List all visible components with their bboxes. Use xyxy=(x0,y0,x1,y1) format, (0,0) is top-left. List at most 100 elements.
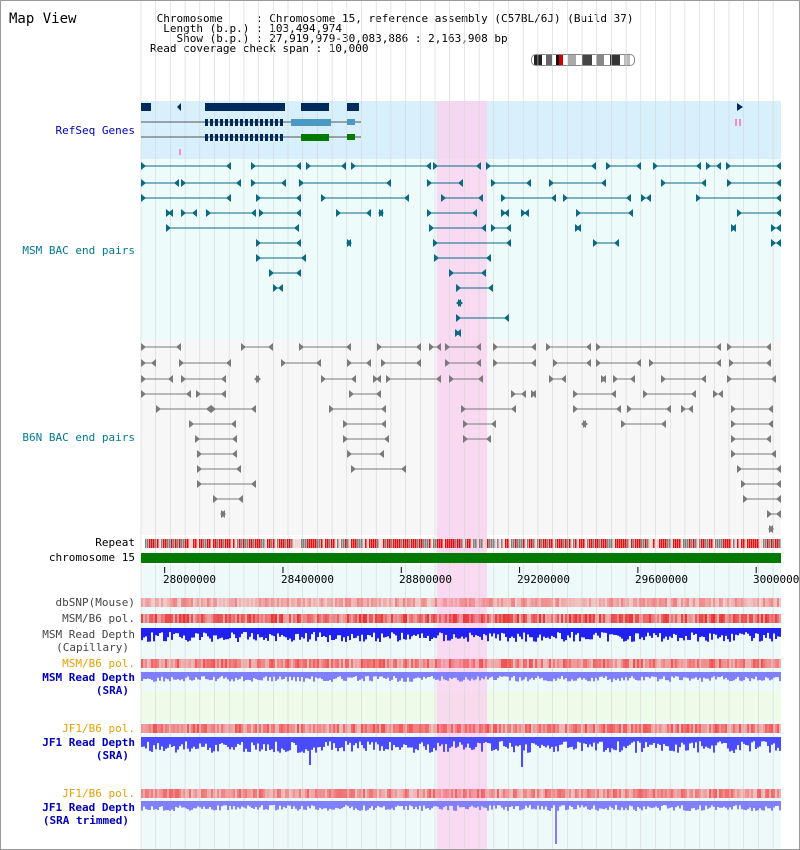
jf1-b6-pol-cell xyxy=(367,724,369,733)
msm-bac-label[interactable]: MSM BAC end pairs xyxy=(22,244,135,257)
msm-depth-capillary-bar xyxy=(515,628,517,642)
msm-bac-end xyxy=(486,254,491,262)
msm-depth-sra-bar xyxy=(431,672,433,676)
jf1-b6-pol-cell xyxy=(717,789,719,798)
msm-b6-pol-cell xyxy=(539,614,541,623)
msm-b6-pol-label-1[interactable]: MSM/B6 pol. xyxy=(62,612,135,625)
dbsnp-cell xyxy=(175,598,177,607)
jf1-depth-trimmed-bar xyxy=(707,801,709,809)
jf1-depth-sra-bar xyxy=(505,737,507,747)
msm-bac-end xyxy=(273,284,278,292)
msm-depth-sra-bar xyxy=(429,672,431,677)
jf1-depth-trimmed-bar xyxy=(689,801,691,811)
msm-read-depth-capillary-label[interactable]: MSM Read Depth xyxy=(42,628,135,641)
repeat-element xyxy=(587,539,589,548)
msm-depth-capillary-bar xyxy=(495,628,497,639)
jf1-b6-pol-label-2[interactable]: JF1/B6 pol. xyxy=(62,787,135,800)
repeat-element xyxy=(241,539,243,548)
dbsnp-cell xyxy=(721,598,723,607)
msm-b6-pol-cell xyxy=(563,659,565,668)
msm-depth-capillary-bar xyxy=(715,628,717,635)
msm-depth-sra-bar xyxy=(279,672,281,677)
jf1-b6-pol-cell xyxy=(331,724,333,733)
jf1-b6-pol-label-1[interactable]: JF1/B6 pol. xyxy=(62,722,135,735)
refseq-genes-label[interactable]: RefSeq Genes xyxy=(55,124,135,137)
jf1-depth-sra-bar xyxy=(605,737,607,751)
msm-b6-pol-cell xyxy=(323,614,325,623)
msm-b6-pol-cell xyxy=(369,614,371,623)
jf1-b6-pol-cell xyxy=(507,789,509,798)
jf1-depth-sra-bar xyxy=(679,737,681,748)
msm-depth-sra-bar xyxy=(581,672,583,680)
dbsnp-cell xyxy=(247,598,249,607)
jf1-depth-trimmed-bar xyxy=(597,801,599,811)
dbsnp-cell xyxy=(157,598,159,607)
msm-b6-pol-label-2[interactable]: MSM/B6 pol. xyxy=(62,657,135,670)
b6n-bac-end xyxy=(768,525,773,533)
msm-depth-sra-bar xyxy=(437,672,439,680)
dbsnp-cell xyxy=(301,598,303,607)
jf1-b6-pol-cell xyxy=(779,724,781,733)
msm-depth-sra-bar xyxy=(503,672,505,677)
jf1-b6-pol-cell xyxy=(165,724,167,733)
jf1-b6-pol-cell xyxy=(257,789,259,798)
msm-b6-pol-cell xyxy=(387,659,389,668)
msm-depth-sra-bar xyxy=(721,672,723,677)
msm-depth-capillary-bar xyxy=(667,628,669,640)
msm-read-depth-sra-label[interactable]: MSM Read Depth xyxy=(42,671,135,684)
jf1-depth-sra-bar xyxy=(491,737,493,751)
dbsnp-cell xyxy=(421,598,423,607)
jf1-depth-trimmed-bar xyxy=(193,801,195,809)
jf1-read-depth-sra-label[interactable]: JF1 Read Depth xyxy=(42,736,135,749)
repeat-element xyxy=(171,539,173,548)
repeat-element xyxy=(555,539,557,548)
b6n-bac-end xyxy=(766,435,771,443)
msm-depth-capillary-bar xyxy=(315,628,317,641)
msm-b6-pol-cell xyxy=(337,614,339,623)
repeat-element xyxy=(543,539,545,548)
msm-depth-capillary-bar xyxy=(171,628,173,640)
dbsnp-cell xyxy=(271,598,273,607)
b6n-bac-end xyxy=(436,343,441,351)
msm-b6-pol-cell xyxy=(223,659,225,668)
msm-b6-pol-cell xyxy=(685,659,687,668)
b6n-bac-label[interactable]: B6N BAC end pairs xyxy=(22,431,135,444)
msm-bac-end xyxy=(696,162,701,170)
jf1-b6-pol-cell xyxy=(241,724,243,733)
msm-bac-end xyxy=(181,179,186,187)
jf1-b6-pol-cell xyxy=(209,724,211,733)
jf1-depth-sra-bar xyxy=(713,737,715,753)
jf1-b6-pol-cell xyxy=(563,724,565,733)
msm-depth-capillary-bar xyxy=(655,628,657,635)
msm-b6-pol-cell xyxy=(537,614,539,623)
msm-b6-pol-cell xyxy=(261,614,263,623)
dbsnp-cell xyxy=(629,598,631,607)
b6n-bac-end xyxy=(236,465,241,473)
jf1-depth-trimmed-bar xyxy=(763,801,765,811)
jf1-depth-trimmed-bar xyxy=(221,801,223,807)
jf1-depth-trimmed-bar xyxy=(613,801,615,810)
msm-b6-pol-cell xyxy=(255,614,257,623)
msm-b6-pol-cell xyxy=(483,614,485,623)
msm-bac-end xyxy=(251,162,256,170)
msm-b6-pol-cell xyxy=(563,614,565,623)
dbsnp-cell xyxy=(391,598,393,607)
msm-depth-sra-bar xyxy=(407,672,409,678)
msm-b6-pol-cell xyxy=(351,659,353,668)
msm-depth-capillary-bar xyxy=(623,628,625,642)
jf1-depth-sra-bar xyxy=(151,737,153,752)
dbsnp-label[interactable]: dbSNP(Mouse) xyxy=(55,596,135,609)
msm-b6-pol-cell xyxy=(425,614,427,623)
msm-depth-capillary-bar xyxy=(607,628,609,642)
jf1-depth-sra-bar xyxy=(683,737,685,745)
jf1-b6-pol-cell xyxy=(247,724,249,733)
jf1-read-depth-trimmed-label[interactable]: JF1 Read Depth xyxy=(42,801,135,814)
jf1-depth-sra-bar xyxy=(425,737,427,750)
msm-depth-capillary-bar xyxy=(273,628,275,637)
repeat-label[interactable]: Repeat xyxy=(95,536,135,549)
dbsnp-cell xyxy=(263,598,265,607)
msm-depth-capillary-bar xyxy=(513,628,515,638)
jf1-depth-sra-bar xyxy=(739,737,741,751)
msm-depth-sra-bar xyxy=(577,672,579,679)
